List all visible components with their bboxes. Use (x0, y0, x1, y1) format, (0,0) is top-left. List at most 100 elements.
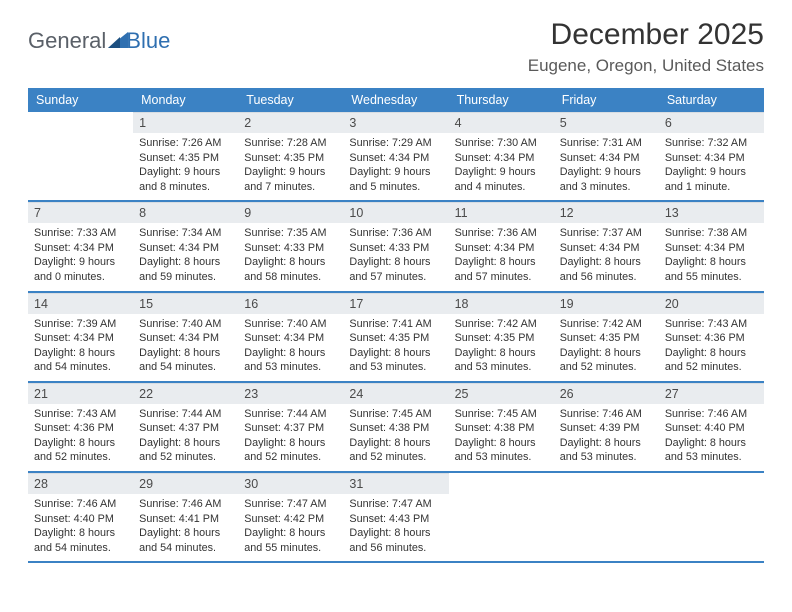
day-number-bar: 1 (133, 112, 238, 133)
day-number-bar: 21 (28, 383, 133, 404)
day-detail: Sunrise: 7:45 AMSunset: 4:38 PMDaylight:… (343, 404, 448, 471)
day-detail: Sunrise: 7:45 AMSunset: 4:38 PMDaylight:… (449, 404, 554, 471)
day-detail: Sunrise: 7:31 AMSunset: 4:34 PMDaylight:… (554, 133, 659, 200)
day-detail: Sunrise: 7:30 AMSunset: 4:34 PMDaylight:… (449, 133, 554, 200)
day-detail: Sunrise: 7:36 AMSunset: 4:34 PMDaylight:… (449, 223, 554, 290)
day-detail: Sunrise: 7:44 AMSunset: 4:37 PMDaylight:… (238, 404, 343, 471)
day-detail: Sunrise: 7:40 AMSunset: 4:34 PMDaylight:… (133, 314, 238, 381)
calendar-week-row: 21Sunrise: 7:43 AMSunset: 4:36 PMDayligh… (28, 382, 764, 471)
calendar-day-cell: 13Sunrise: 7:38 AMSunset: 4:34 PMDayligh… (659, 201, 764, 290)
day-detail: Sunrise: 7:35 AMSunset: 4:33 PMDaylight:… (238, 223, 343, 290)
calendar-day-cell: 26Sunrise: 7:46 AMSunset: 4:39 PMDayligh… (554, 382, 659, 471)
calendar-day-cell (554, 472, 659, 561)
calendar-day-cell: 14Sunrise: 7:39 AMSunset: 4:34 PMDayligh… (28, 292, 133, 381)
day-number-bar: 27 (659, 383, 764, 404)
calendar-day-cell: 9Sunrise: 7:35 AMSunset: 4:33 PMDaylight… (238, 201, 343, 290)
calendar-day-cell: 17Sunrise: 7:41 AMSunset: 4:35 PMDayligh… (343, 292, 448, 381)
calendar-day-cell: 4Sunrise: 7:30 AMSunset: 4:34 PMDaylight… (449, 112, 554, 200)
day-number-bar: 17 (343, 293, 448, 314)
day-number-bar: 22 (133, 383, 238, 404)
day-detail: Sunrise: 7:38 AMSunset: 4:34 PMDaylight:… (659, 223, 764, 290)
day-detail: Sunrise: 7:42 AMSunset: 4:35 PMDaylight:… (449, 314, 554, 381)
calendar-week-row: 1Sunrise: 7:26 AMSunset: 4:35 PMDaylight… (28, 112, 764, 200)
calendar-day-cell: 21Sunrise: 7:43 AMSunset: 4:36 PMDayligh… (28, 382, 133, 471)
calendar-day-cell: 27Sunrise: 7:46 AMSunset: 4:40 PMDayligh… (659, 382, 764, 471)
calendar-day-cell (659, 472, 764, 561)
logo-text-1: General (28, 28, 106, 54)
calendar-day-cell: 29Sunrise: 7:46 AMSunset: 4:41 PMDayligh… (133, 472, 238, 561)
day-number-bar: 5 (554, 112, 659, 133)
calendar-day-cell: 22Sunrise: 7:44 AMSunset: 4:37 PMDayligh… (133, 382, 238, 471)
day-number-bar: 2 (238, 112, 343, 133)
logo-text-2: Blue (126, 28, 170, 54)
weekday-header: Friday (554, 88, 659, 112)
day-number-bar: 19 (554, 293, 659, 314)
day-number-bar: 18 (449, 293, 554, 314)
day-detail: Sunrise: 7:43 AMSunset: 4:36 PMDaylight:… (659, 314, 764, 381)
day-detail: Sunrise: 7:43 AMSunset: 4:36 PMDaylight:… (28, 404, 133, 471)
day-number-bar: 12 (554, 202, 659, 223)
calendar-day-cell: 2Sunrise: 7:28 AMSunset: 4:35 PMDaylight… (238, 112, 343, 200)
day-number-bar: 26 (554, 383, 659, 404)
day-detail: Sunrise: 7:39 AMSunset: 4:34 PMDaylight:… (28, 314, 133, 381)
calendar-day-cell: 30Sunrise: 7:47 AMSunset: 4:42 PMDayligh… (238, 472, 343, 561)
weekday-header: Wednesday (343, 88, 448, 112)
weekday-header: Thursday (449, 88, 554, 112)
day-detail: Sunrise: 7:33 AMSunset: 4:34 PMDaylight:… (28, 223, 133, 290)
day-number-bar: 29 (133, 473, 238, 494)
day-detail: Sunrise: 7:44 AMSunset: 4:37 PMDaylight:… (133, 404, 238, 471)
page-header: General Blue December 2025 Eugene, Orego… (28, 18, 764, 76)
calendar-day-cell: 18Sunrise: 7:42 AMSunset: 4:35 PMDayligh… (449, 292, 554, 381)
calendar-day-cell: 12Sunrise: 7:37 AMSunset: 4:34 PMDayligh… (554, 201, 659, 290)
calendar-day-cell: 11Sunrise: 7:36 AMSunset: 4:34 PMDayligh… (449, 201, 554, 290)
day-number-bar: 7 (28, 202, 133, 223)
day-detail: Sunrise: 7:40 AMSunset: 4:34 PMDaylight:… (238, 314, 343, 381)
day-number-bar: 15 (133, 293, 238, 314)
day-detail: Sunrise: 7:32 AMSunset: 4:34 PMDaylight:… (659, 133, 764, 200)
day-detail: Sunrise: 7:41 AMSunset: 4:35 PMDaylight:… (343, 314, 448, 381)
calendar-page: General Blue December 2025 Eugene, Orego… (0, 0, 792, 581)
day-number-bar: 30 (238, 473, 343, 494)
day-number-bar: 14 (28, 293, 133, 314)
weekday-header: Sunday (28, 88, 133, 112)
day-detail: Sunrise: 7:42 AMSunset: 4:35 PMDaylight:… (554, 314, 659, 381)
calendar-header-row: SundayMondayTuesdayWednesdayThursdayFrid… (28, 88, 764, 112)
weekday-header: Monday (133, 88, 238, 112)
day-number-bar: 10 (343, 202, 448, 223)
day-number-bar: 16 (238, 293, 343, 314)
day-detail: Sunrise: 7:46 AMSunset: 4:40 PMDaylight:… (28, 494, 133, 561)
day-number-bar: 31 (343, 473, 448, 494)
calendar-day-cell: 20Sunrise: 7:43 AMSunset: 4:36 PMDayligh… (659, 292, 764, 381)
day-detail: Sunrise: 7:46 AMSunset: 4:41 PMDaylight:… (133, 494, 238, 561)
day-detail: Sunrise: 7:28 AMSunset: 4:35 PMDaylight:… (238, 133, 343, 200)
calendar-day-cell (28, 112, 133, 200)
week-separator (28, 561, 764, 562)
day-number-bar: 23 (238, 383, 343, 404)
calendar-week-row: 14Sunrise: 7:39 AMSunset: 4:34 PMDayligh… (28, 292, 764, 381)
calendar-day-cell: 3Sunrise: 7:29 AMSunset: 4:34 PMDaylight… (343, 112, 448, 200)
calendar-day-cell: 8Sunrise: 7:34 AMSunset: 4:34 PMDaylight… (133, 201, 238, 290)
day-number-bar: 3 (343, 112, 448, 133)
day-number-bar: 8 (133, 202, 238, 223)
calendar-day-cell (449, 472, 554, 561)
calendar-day-cell: 15Sunrise: 7:40 AMSunset: 4:34 PMDayligh… (133, 292, 238, 381)
calendar-day-cell: 25Sunrise: 7:45 AMSunset: 4:38 PMDayligh… (449, 382, 554, 471)
calendar-day-cell: 31Sunrise: 7:47 AMSunset: 4:43 PMDayligh… (343, 472, 448, 561)
calendar-week-row: 7Sunrise: 7:33 AMSunset: 4:34 PMDaylight… (28, 201, 764, 290)
calendar-day-cell: 16Sunrise: 7:40 AMSunset: 4:34 PMDayligh… (238, 292, 343, 381)
brand-logo: General Blue (28, 28, 170, 54)
calendar-day-cell: 28Sunrise: 7:46 AMSunset: 4:40 PMDayligh… (28, 472, 133, 561)
day-detail: Sunrise: 7:37 AMSunset: 4:34 PMDaylight:… (554, 223, 659, 290)
calendar-day-cell: 7Sunrise: 7:33 AMSunset: 4:34 PMDaylight… (28, 201, 133, 290)
calendar-day-cell: 23Sunrise: 7:44 AMSunset: 4:37 PMDayligh… (238, 382, 343, 471)
calendar-week-row: 28Sunrise: 7:46 AMSunset: 4:40 PMDayligh… (28, 472, 764, 561)
title-block: December 2025 Eugene, Oregon, United Sta… (528, 18, 764, 76)
calendar-day-cell: 1Sunrise: 7:26 AMSunset: 4:35 PMDaylight… (133, 112, 238, 200)
day-detail: Sunrise: 7:34 AMSunset: 4:34 PMDaylight:… (133, 223, 238, 290)
day-number-bar: 4 (449, 112, 554, 133)
day-detail: Sunrise: 7:26 AMSunset: 4:35 PMDaylight:… (133, 133, 238, 200)
day-detail: Sunrise: 7:47 AMSunset: 4:42 PMDaylight:… (238, 494, 343, 561)
weekday-header: Saturday (659, 88, 764, 112)
day-detail: Sunrise: 7:46 AMSunset: 4:39 PMDaylight:… (554, 404, 659, 471)
day-number-bar: 9 (238, 202, 343, 223)
